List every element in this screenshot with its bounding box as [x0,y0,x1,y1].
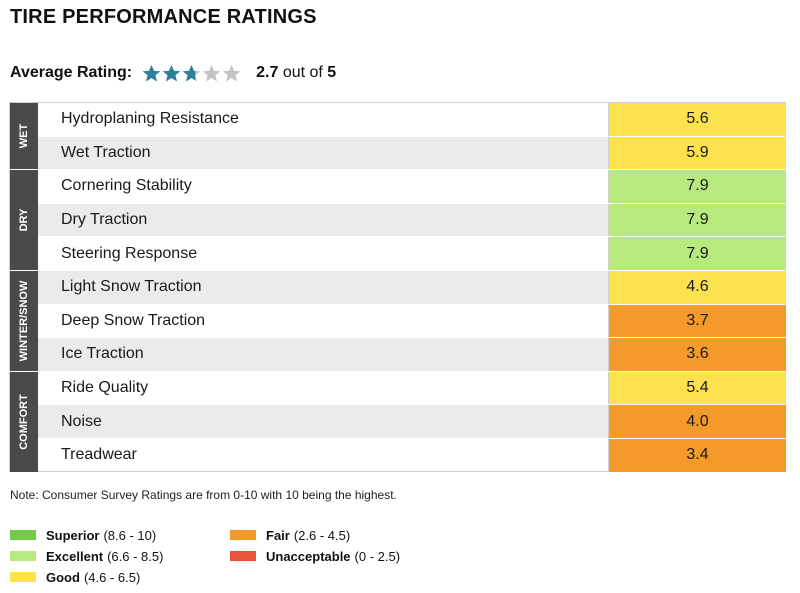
rating-label: Deep Snow Traction [61,311,206,329]
group-label: COMFORT [18,393,30,450]
table-row: Light Snow Traction 4.6 [38,271,786,305]
legend-name: Unacceptable [266,548,351,564]
table-row: Treadwear 3.4 [38,439,786,473]
rating-value: 5.4 [608,371,786,405]
rating-label: Light Snow Traction [61,278,202,296]
survey-note: Note: Consumer Survey Ratings are from 0… [10,488,397,502]
table-row: Wet Traction 5.9 [38,136,786,171]
star-icon [202,64,221,83]
rating-value: 3.7 [608,304,786,338]
rating-value: 7.9 [608,170,786,203]
table-row: Dry Traction 7.9 [38,203,786,238]
average-rating: Average Rating: 2.7 out of 5 [10,62,336,84]
rating-value: 3.4 [608,439,786,472]
legend-name: Excellent [46,548,104,564]
ratings-table: WET DRY WINTER/SNOW COMFORT Hydroplaning Res… [9,102,786,473]
star-icon [142,64,161,83]
average-max: 5 [327,64,337,81]
rating-value: 4.6 [608,271,786,304]
group-wet: WET [10,103,38,171]
legend-swatch [10,551,36,561]
table-row: Steering Response 7.9 [38,237,786,271]
legend-name: Superior [46,527,100,543]
rating-value: 3.6 [608,338,786,371]
rating-label: Noise [61,412,102,430]
rating-label: Treadwear [61,446,137,464]
page-title: TIRE PERFORMANCE RATINGS [10,6,317,28]
table-row: Ride Quality 5.4 [38,371,786,406]
table-row: Deep Snow Traction 3.7 [38,304,786,339]
legend-item-good: Good (4.6 - 6.5) [10,568,140,586]
legend-swatch [230,551,256,561]
star-rating [142,64,242,83]
rating-label: Dry Traction [61,211,148,229]
legend-range: (0 - 2.5) [354,548,401,564]
legend-item-superior: Superior (8.6 - 10) [10,526,156,544]
group-dry: DRY [10,170,38,271]
legend-range: (4.6 - 6.5) [83,569,141,585]
legend-range: (2.6 - 4.5) [293,527,351,543]
legend-item-unacceptable: Unacceptable (0 - 2.5) [230,547,400,565]
group-comfort: COMFORT [10,371,38,473]
table-row: Noise 4.0 [38,405,786,439]
group-label: WET [18,123,30,149]
rating-label: Steering Response [61,244,198,262]
rating-value: 7.9 [608,203,786,237]
rating-value: 4.0 [608,405,786,438]
legend-name: Fair [266,527,290,543]
legend-swatch [230,530,256,540]
rating-value: 5.6 [608,103,786,136]
table-row: Cornering Stability 7.9 [38,170,786,204]
rating-value: 7.9 [608,237,786,270]
average-rating-label: Average Rating: [10,64,133,81]
group-label: WINTER/SNOW [18,280,30,362]
table-row: Ice Traction 3.6 [38,338,786,372]
rating-label: Hydroplaning Resistance [61,110,239,128]
rating-label: Ice Traction [61,345,144,363]
legend-swatch [10,572,36,582]
table-row: Hydroplaning Resistance 5.6 [38,103,786,137]
average-suffix: out of [282,64,323,81]
rating-value: 5.9 [608,136,786,170]
legend-name: Good [46,569,80,585]
legend-swatch [10,530,36,540]
rating-label: Cornering Stability [61,177,192,195]
legend-range: (6.6 - 8.5) [107,548,164,564]
group-label: DRY [18,208,30,232]
star-icon [182,64,201,83]
legend-item-fair: Fair (2.6 - 4.5) [230,526,350,544]
star-icon [162,64,181,83]
average-rating-value: 2.7 out of 5 [256,64,336,82]
legend-item-excellent: Excellent (6.6 - 8.5) [10,547,163,565]
group-winter-snow: WINTER/SNOW [10,271,38,372]
rating-label: Wet Traction [61,143,151,161]
rating-label: Ride Quality [61,379,149,397]
average-score: 2.7 [256,64,279,81]
star-icon [222,64,241,83]
legend-range: (8.6 - 10) [103,527,157,543]
